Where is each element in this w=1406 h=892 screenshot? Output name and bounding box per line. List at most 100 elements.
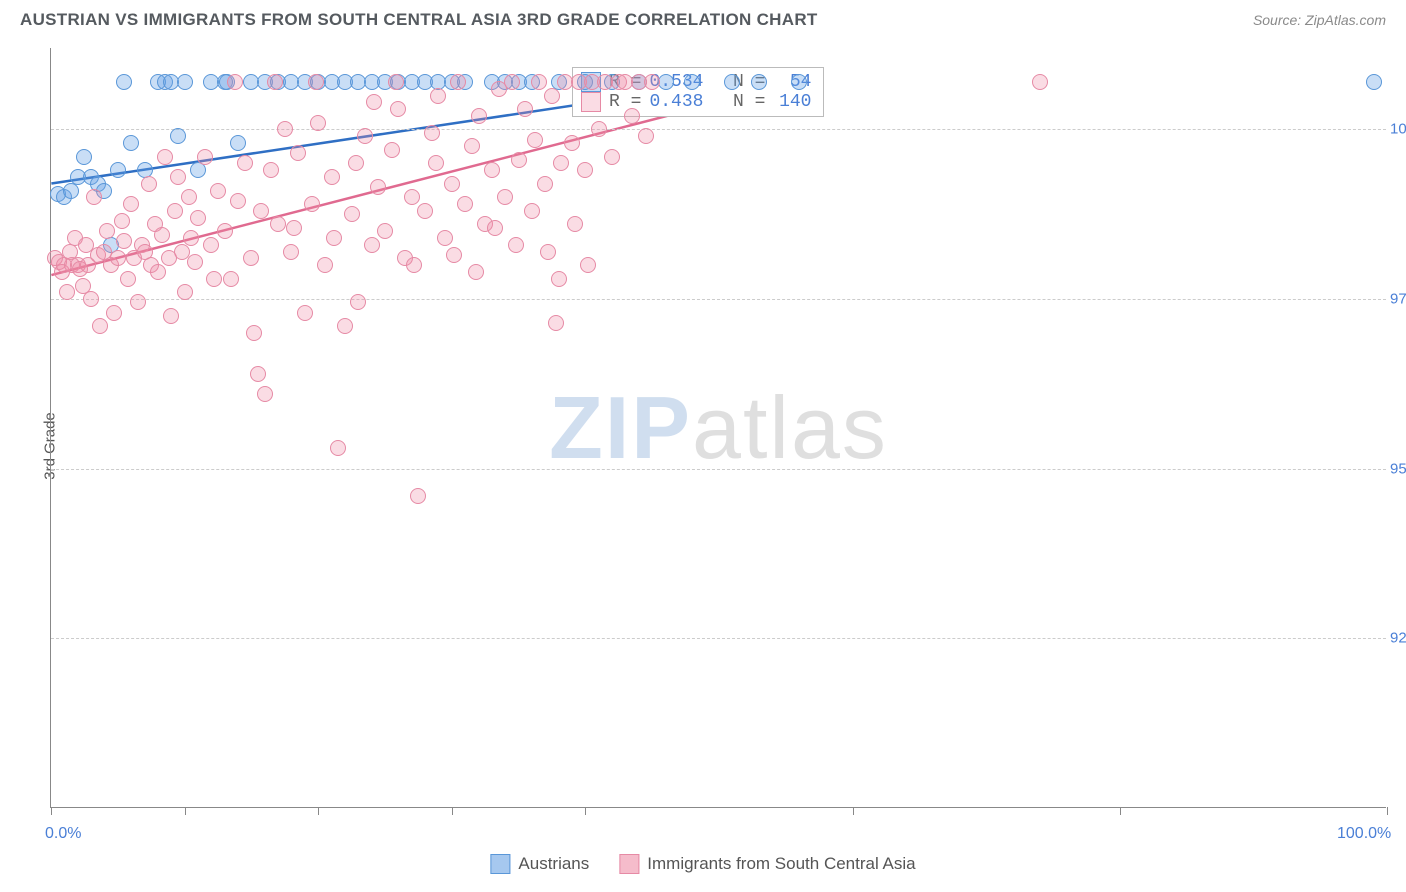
data-point [110,250,126,266]
y-tick-label: 95.0% [1390,460,1406,477]
data-point [283,244,299,260]
data-point [257,386,273,402]
data-point [504,74,520,90]
y-tick-label: 92.5% [1390,630,1406,647]
data-point [324,169,340,185]
legend-item: Austrians [490,854,589,874]
data-point [253,203,269,219]
data-point [430,88,446,104]
data-point [591,121,607,137]
data-point [604,149,620,165]
data-point [417,203,433,219]
data-point [290,145,306,161]
legend-swatch [490,854,510,874]
legend-item: Immigrants from South Central Asia [619,854,915,874]
data-point [110,162,126,178]
data-point [130,294,146,310]
data-point [464,138,480,154]
data-point [76,149,92,165]
gridline [51,129,1386,130]
data-point [428,155,444,171]
data-point [277,121,293,137]
data-point [468,264,484,280]
data-point [567,216,583,232]
data-point [326,230,342,246]
x-tick-label: 100.0% [1337,825,1391,843]
data-point [308,74,324,90]
legend-label: Austrians [518,854,589,874]
data-point [317,257,333,273]
data-point [150,264,166,280]
data-point [364,237,380,253]
data-point [187,254,203,270]
data-point [157,149,173,165]
data-point [471,108,487,124]
data-point [223,271,239,287]
data-point [638,128,654,144]
chart-title: AUSTRIAN VS IMMIGRANTS FROM SOUTH CENTRA… [20,10,818,30]
data-point [791,74,807,90]
data-point [114,213,130,229]
stats-legend-row: R = 0.438 N = 140 [581,92,811,112]
data-point [123,196,139,212]
data-point [644,74,660,90]
data-point [357,128,373,144]
legend-swatch [619,854,639,874]
data-point [564,135,580,151]
data-point [203,237,219,253]
data-point [99,223,115,239]
data-point [120,271,136,287]
x-tick [585,807,586,815]
data-point [177,74,193,90]
y-tick-label: 100.0% [1390,121,1406,138]
data-point [330,440,346,456]
x-tick [51,807,52,815]
source-attribution: Source: ZipAtlas.com [1253,12,1386,28]
data-point [177,284,193,300]
data-point [410,488,426,504]
data-point [106,305,122,321]
data-point [197,149,213,165]
data-point [377,223,393,239]
data-point [59,284,75,300]
data-point [580,257,596,273]
data-point [524,203,540,219]
data-point [170,169,186,185]
gridline [51,469,1386,470]
data-point [116,74,132,90]
gridline [51,638,1386,639]
data-point [457,196,473,212]
data-point [684,74,700,90]
data-point [246,325,262,341]
data-point [263,162,279,178]
x-tick-label: 0.0% [45,825,81,843]
data-point [406,257,422,273]
data-point [170,128,186,144]
series-legend: Austrians Immigrants from South Central A… [490,854,915,874]
data-point [86,189,102,205]
y-tick-label: 97.5% [1390,291,1406,308]
x-tick [853,807,854,815]
data-point [181,189,197,205]
data-point [297,305,313,321]
data-point [508,237,524,253]
gridline [51,299,1386,300]
data-point [548,315,564,331]
x-tick [1387,807,1388,815]
legend-label: Immigrants from South Central Asia [647,854,915,874]
data-point [183,230,199,246]
r-value: 0.438 [649,92,703,112]
data-point [544,88,560,104]
data-point [163,308,179,324]
data-point [531,74,547,90]
data-point [553,155,569,171]
data-point [167,203,183,219]
data-point [116,233,132,249]
legend-swatch [581,92,601,112]
data-point [390,101,406,117]
x-tick [318,807,319,815]
data-point [404,189,420,205]
scatter-chart: ZIPatlas R = 0.534 N = 54R = 0.438 N = 1… [50,48,1386,808]
data-point [497,189,513,205]
data-point [243,250,259,266]
